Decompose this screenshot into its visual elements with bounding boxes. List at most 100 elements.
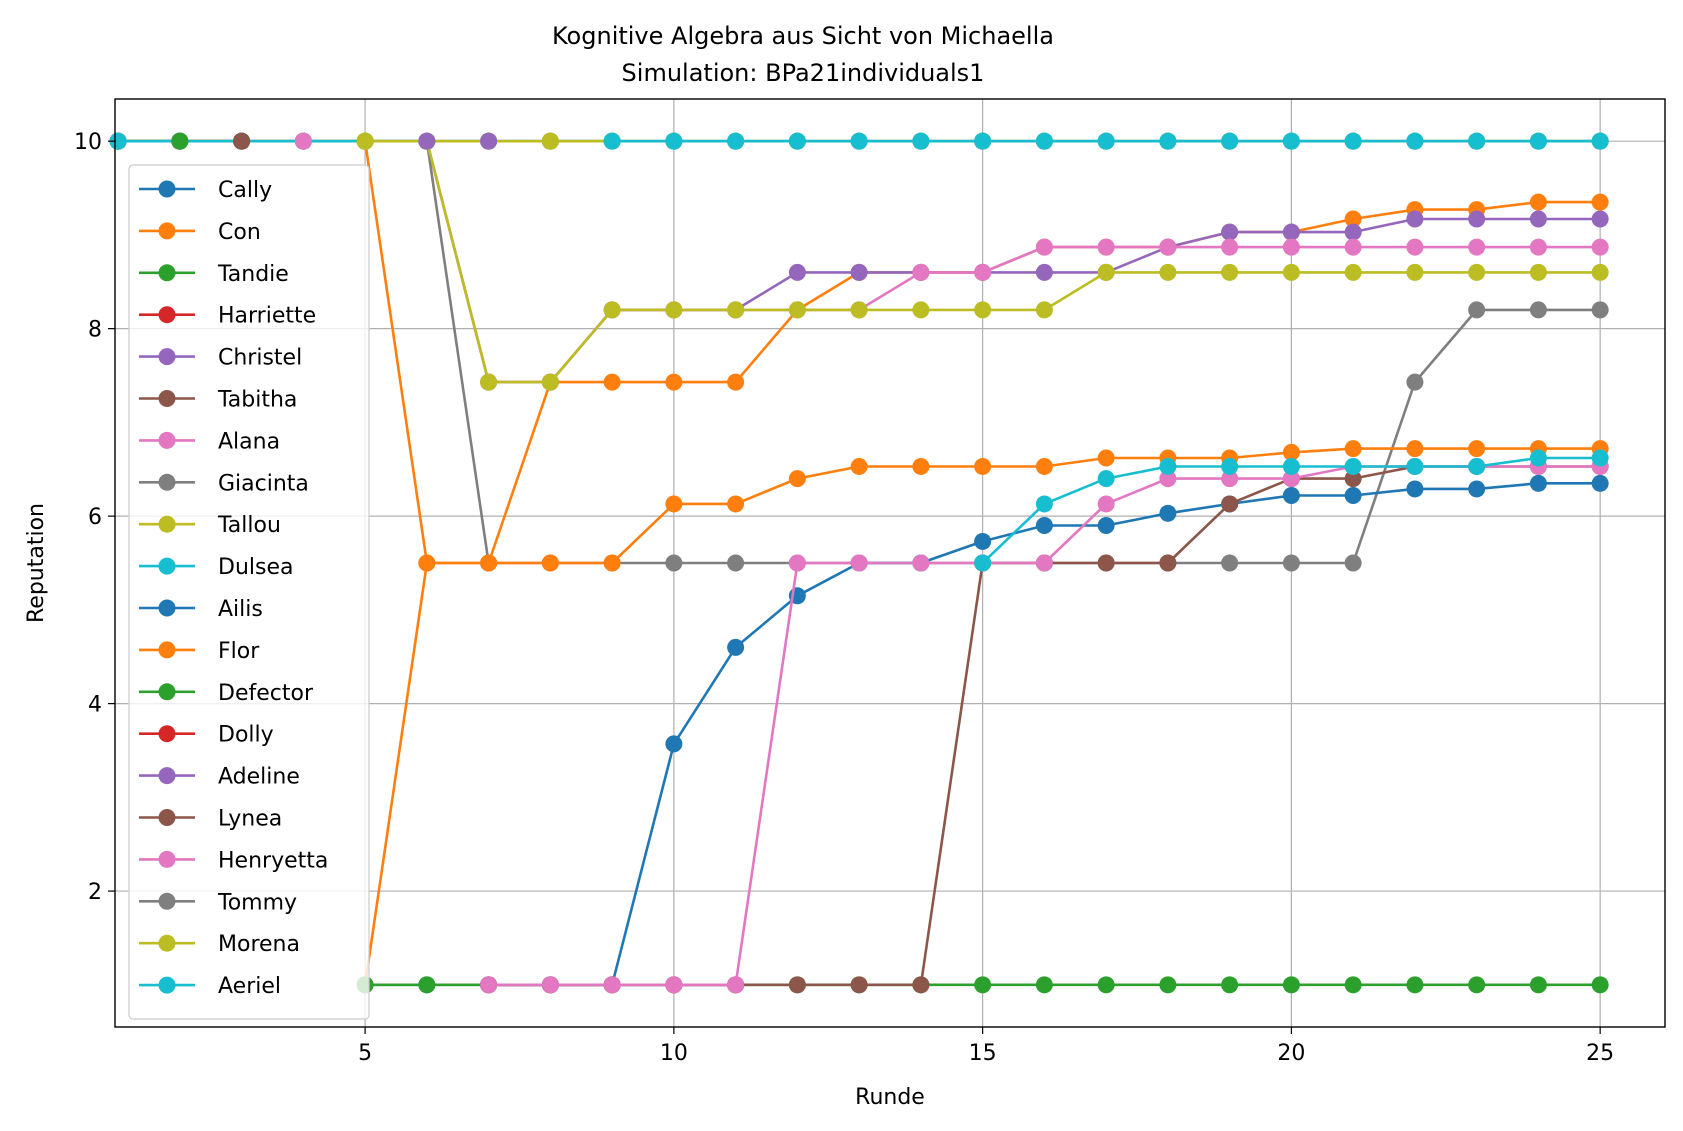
legend-entry: Giacinta — [139, 471, 309, 496]
data-point — [1097, 470, 1115, 488]
x-tick-label: 5 — [358, 1041, 372, 1066]
legend-label: Dulsea — [218, 555, 293, 580]
data-point — [1344, 470, 1362, 488]
legend-marker — [158, 641, 176, 659]
legend-marker — [158, 348, 176, 366]
legend-label: Christel — [218, 346, 302, 371]
legend-entry: Defector — [139, 681, 314, 706]
data-point — [541, 976, 559, 994]
data-point — [1591, 132, 1609, 150]
legend-entry: Flor — [139, 639, 260, 664]
data-point — [1406, 373, 1424, 391]
data-point — [1221, 470, 1239, 488]
data-point — [603, 554, 621, 572]
x-tick-label: 15 — [969, 1041, 997, 1066]
data-point — [1159, 554, 1177, 572]
y-tick-label: 10 — [74, 130, 102, 155]
data-point — [603, 373, 621, 391]
data-point — [665, 495, 683, 513]
overlay-markers — [294, 132, 312, 150]
data-point — [974, 132, 992, 150]
legend-entry: Morena — [139, 932, 300, 957]
data-point — [974, 532, 992, 550]
series-aeriel — [603, 132, 1609, 150]
x-tick-label: 25 — [1586, 1041, 1614, 1066]
data-point — [974, 554, 992, 572]
data-point — [665, 554, 683, 572]
data-point — [480, 132, 498, 150]
data-point — [727, 976, 745, 994]
data-point — [1344, 238, 1362, 256]
data-point — [1097, 976, 1115, 994]
data-point — [665, 735, 683, 753]
data-point — [1282, 263, 1300, 281]
data-point — [1097, 132, 1115, 150]
data-point — [1406, 238, 1424, 256]
legend-marker — [158, 264, 176, 282]
legend-marker — [158, 976, 176, 994]
data-point — [1529, 238, 1547, 256]
legend-marker — [158, 892, 176, 910]
data-point — [1529, 301, 1547, 319]
data-point — [850, 132, 868, 150]
data-point — [1344, 132, 1362, 150]
data-point — [1282, 443, 1300, 461]
data-point — [1159, 263, 1177, 281]
data-point — [1282, 238, 1300, 256]
data-point — [1221, 976, 1239, 994]
data-point — [912, 457, 930, 475]
series-lynea — [480, 457, 1609, 994]
legend-entry: Lynea — [139, 807, 282, 832]
legend-label: Dolly — [218, 723, 274, 748]
data-point — [1591, 449, 1609, 467]
data-point — [1097, 495, 1115, 513]
data-point — [1221, 457, 1239, 475]
legend-marker — [158, 515, 176, 533]
data-point — [912, 301, 930, 319]
data-point — [1344, 457, 1362, 475]
data-point — [294, 132, 312, 150]
data-point — [788, 554, 806, 572]
legend-label: Morena — [218, 932, 300, 957]
legend-label: Giacinta — [218, 471, 309, 496]
data-point — [1282, 457, 1300, 475]
data-point — [850, 301, 868, 319]
data-point — [1159, 132, 1177, 150]
legend-label: Con — [218, 220, 261, 245]
legend-marker — [158, 850, 176, 868]
y-tick-label: 4 — [88, 693, 102, 718]
data-point — [1159, 504, 1177, 522]
legend-label: Ailis — [218, 597, 263, 622]
data-point — [1221, 263, 1239, 281]
legend-entry: Ailis — [139, 597, 263, 622]
data-point — [1097, 449, 1115, 467]
legend-entry: Alana — [139, 429, 280, 454]
data-point — [1468, 301, 1486, 319]
x-axis-label: Runde — [855, 1085, 925, 1110]
data-point — [727, 301, 745, 319]
legend-entry: Harriette — [139, 304, 316, 329]
data-point — [1344, 554, 1362, 572]
data-point — [1529, 210, 1547, 228]
data-point — [480, 976, 498, 994]
legend-label: Flor — [218, 639, 260, 664]
data-point — [727, 638, 745, 656]
data-point — [233, 132, 251, 150]
data-point — [1468, 976, 1486, 994]
legend-marker — [158, 473, 176, 491]
legend-label: Tabitha — [217, 388, 297, 413]
chart-title: Kognitive Algebra aus Sicht von Michaell… — [552, 22, 1054, 50]
data-point — [1035, 457, 1053, 475]
data-point — [1406, 440, 1424, 458]
legend-label: Adeline — [218, 765, 300, 790]
data-point — [1344, 487, 1362, 505]
data-point — [1035, 976, 1053, 994]
data-point — [665, 132, 683, 150]
data-point — [1035, 263, 1053, 281]
data-point — [1529, 132, 1547, 150]
data-point — [850, 263, 868, 281]
data-point — [1159, 238, 1177, 256]
data-point — [665, 301, 683, 319]
data-point — [480, 373, 498, 391]
